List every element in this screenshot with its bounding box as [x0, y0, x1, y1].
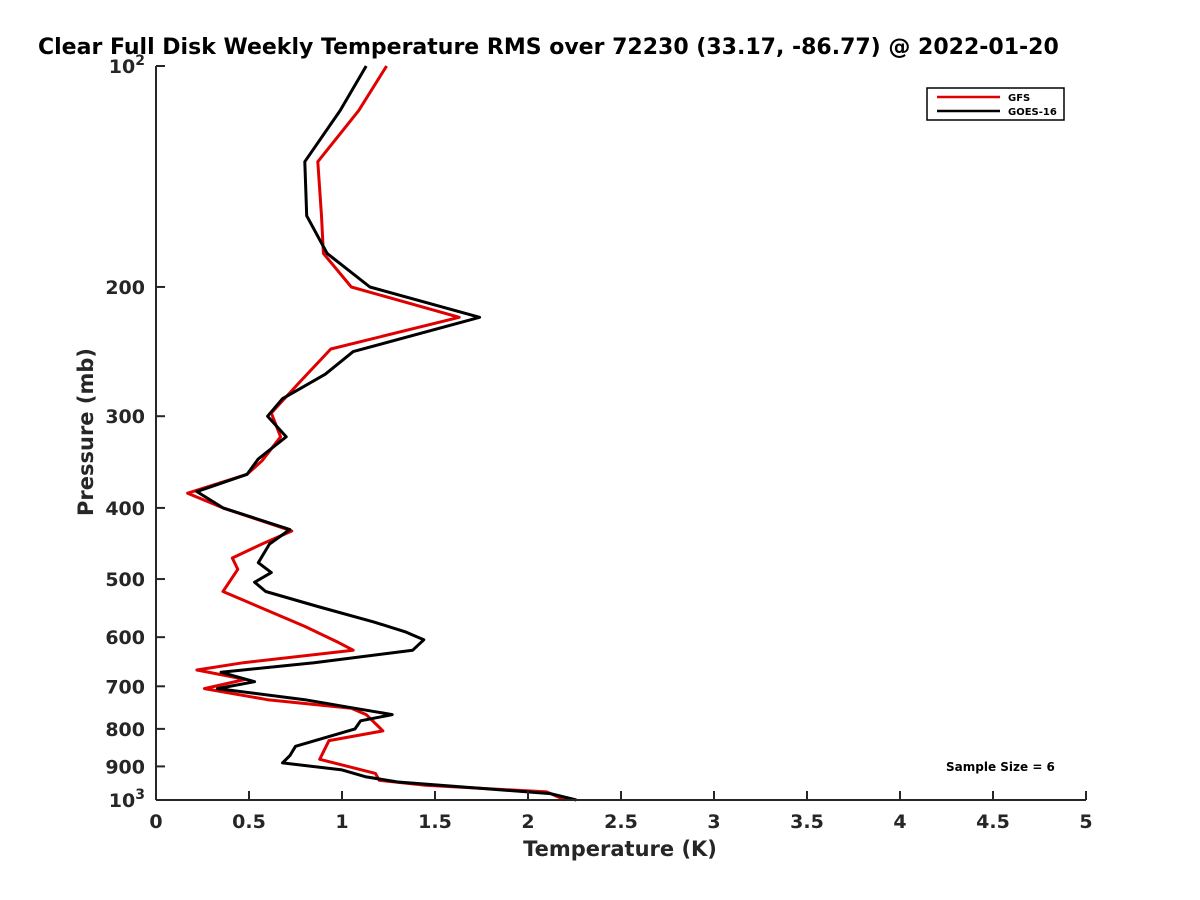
series-line-gfs: [186, 65, 566, 802]
series-line-goes16: [195, 65, 577, 802]
x-tick-label: 4: [893, 811, 906, 833]
x-tick-label: 1: [335, 811, 348, 833]
y-tick-label: 600: [105, 627, 145, 649]
x-tick-label: 4.5: [976, 811, 1010, 833]
y-tick-label: 900: [105, 756, 145, 778]
y-tick-label: 400: [105, 498, 145, 520]
y-tick-label: 300: [105, 406, 145, 428]
x-tick-label: 2.5: [604, 811, 638, 833]
x-axis-label: Temperature (K): [523, 837, 717, 861]
y-tick-label: 500: [105, 569, 145, 591]
chart-title: Clear Full Disk Weekly Temperature RMS o…: [38, 35, 1059, 60]
x-tick-label: 1.5: [418, 811, 452, 833]
x-tick-label: 5: [1079, 811, 1092, 833]
legend-box: [926, 87, 1065, 121]
x-tick-label: 2: [521, 811, 534, 833]
y-axis-label: Pressure (mb): [74, 348, 98, 516]
x-axis-ticks: 0 0.5 1 1.5 2 2.5 3 3.5 4 4.5 5: [149, 791, 1093, 833]
y-tick-label: 103: [109, 787, 145, 812]
legend: GFS GOES-16: [926, 87, 1065, 121]
plot-lines: [186, 65, 577, 802]
legend-label-gfs: GFS: [1008, 93, 1030, 104]
x-tick-label: 3: [707, 811, 720, 833]
sample-size-annotation: Sample Size = 6: [946, 760, 1055, 774]
y-axis-ticks: 102 200 300 400 500 600 700 800 900 103: [105, 53, 165, 812]
y-tick-label: 800: [105, 719, 145, 741]
x-tick-label: 0: [149, 811, 162, 833]
y-tick-label: 200: [105, 277, 145, 299]
x-tick-label: 3.5: [790, 811, 824, 833]
legend-label-goes16: GOES-16: [1008, 107, 1057, 118]
y-tick-label: 700: [105, 676, 145, 698]
y-tick-label: 102: [109, 53, 145, 78]
x-tick-label: 0.5: [232, 811, 266, 833]
